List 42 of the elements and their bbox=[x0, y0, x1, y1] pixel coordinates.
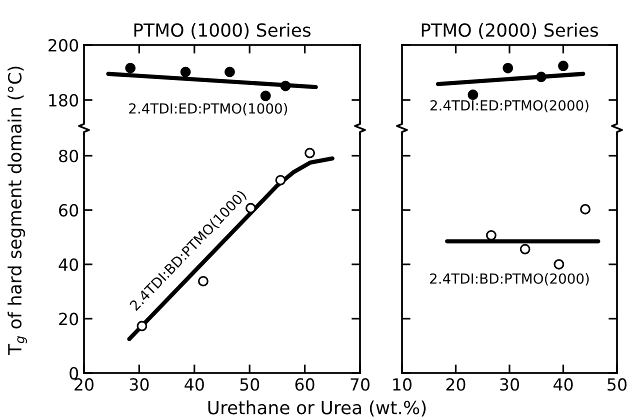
annotation: 2.4TDI:ED:PTMO(1000) bbox=[129, 102, 288, 116]
x-tick-label: 50 bbox=[608, 378, 626, 391]
point bbox=[275, 174, 286, 186]
x-tick-label: 70 bbox=[350, 378, 370, 391]
y-tick-label: 180 bbox=[49, 94, 78, 107]
y-tick-label: 80 bbox=[59, 150, 78, 162]
point bbox=[180, 66, 191, 78]
y-tick-label: 20 bbox=[59, 312, 78, 326]
x-tick-label: 40 bbox=[553, 378, 573, 391]
point bbox=[136, 320, 148, 332]
y-tick-label: 200 bbox=[48, 38, 78, 52]
y-tick-label: 60 bbox=[59, 204, 78, 217]
x-tick-label: 50 bbox=[240, 378, 260, 391]
x-tick-label: 20 bbox=[74, 378, 94, 391]
x-tick-label: 60 bbox=[295, 378, 314, 391]
point bbox=[125, 62, 136, 74]
line-series bbox=[127, 156, 334, 342]
x-tick-label: 10 bbox=[393, 378, 412, 391]
point bbox=[280, 80, 291, 92]
point bbox=[554, 259, 564, 270]
x-tick-label: 20 bbox=[446, 378, 466, 391]
point bbox=[580, 204, 591, 214]
point bbox=[304, 148, 315, 158]
chart-title: PTMO (2000) Series bbox=[422, 22, 598, 40]
x-tick-label: 30 bbox=[130, 378, 149, 391]
point bbox=[558, 60, 568, 72]
point bbox=[520, 244, 530, 254]
point bbox=[224, 66, 235, 78]
chart-title: PTMO (1000) Series bbox=[134, 22, 310, 40]
x-tick-label: 30 bbox=[500, 378, 519, 391]
point bbox=[502, 62, 514, 74]
x-tick-label: 40 bbox=[184, 378, 204, 391]
y-tick-label: 40 bbox=[58, 258, 78, 271]
point bbox=[536, 72, 546, 82]
point bbox=[260, 90, 271, 102]
annotation: 2.4TDI:BD:PTMO(2000) bbox=[430, 273, 589, 286]
annotation: 2.4TDI:ED:PTMO(2000) bbox=[430, 100, 588, 112]
y-axis-title: T$_{g}$ of hard segment domain (°C) bbox=[8, 66, 27, 355]
point bbox=[468, 90, 478, 100]
x-axis-title: Urethane or Urea (wt.%) bbox=[208, 400, 426, 417]
y-tick-label: 0 bbox=[70, 366, 78, 380]
point bbox=[486, 230, 496, 241]
